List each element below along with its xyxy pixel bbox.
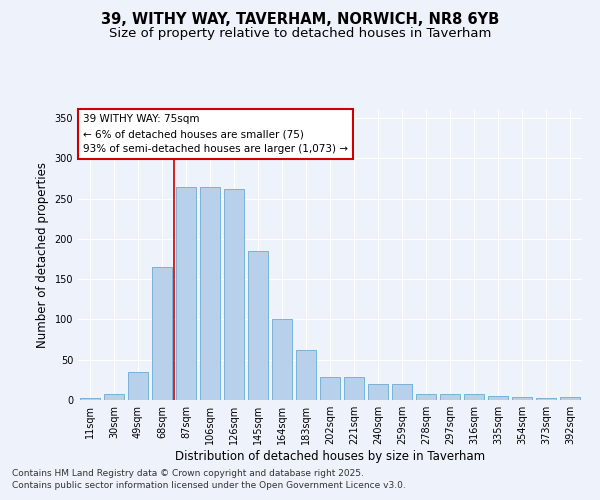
Text: 39 WITHY WAY: 75sqm
← 6% of detached houses are smaller (75)
93% of semi-detache: 39 WITHY WAY: 75sqm ← 6% of detached hou…: [83, 114, 348, 154]
Bar: [80, 398, 100, 400]
X-axis label: Distribution of detached houses by size in Taverham: Distribution of detached houses by size …: [175, 450, 485, 463]
Bar: [464, 394, 484, 400]
Bar: [320, 378, 340, 400]
Y-axis label: Number of detached properties: Number of detached properties: [36, 162, 49, 348]
Text: Contains public sector information licensed under the Open Government Licence v3: Contains public sector information licen…: [12, 481, 406, 490]
Bar: [392, 384, 412, 400]
Bar: [272, 320, 292, 400]
Text: 39, WITHY WAY, TAVERHAM, NORWICH, NR8 6YB: 39, WITHY WAY, TAVERHAM, NORWICH, NR8 6Y…: [101, 12, 499, 28]
Bar: [368, 384, 388, 400]
Text: Contains HM Land Registry data © Crown copyright and database right 2025.: Contains HM Land Registry data © Crown c…: [12, 468, 364, 477]
Bar: [560, 397, 580, 400]
Bar: [152, 267, 172, 400]
Bar: [440, 394, 460, 400]
Text: Size of property relative to detached houses in Taverham: Size of property relative to detached ho…: [109, 28, 491, 40]
Bar: [344, 378, 364, 400]
Bar: [128, 372, 148, 400]
Bar: [248, 251, 268, 400]
Bar: [200, 186, 220, 400]
Bar: [104, 394, 124, 400]
Bar: [512, 397, 532, 400]
Bar: [224, 189, 244, 400]
Bar: [536, 398, 556, 400]
Bar: [296, 350, 316, 400]
Bar: [416, 394, 436, 400]
Bar: [176, 186, 196, 400]
Bar: [488, 396, 508, 400]
